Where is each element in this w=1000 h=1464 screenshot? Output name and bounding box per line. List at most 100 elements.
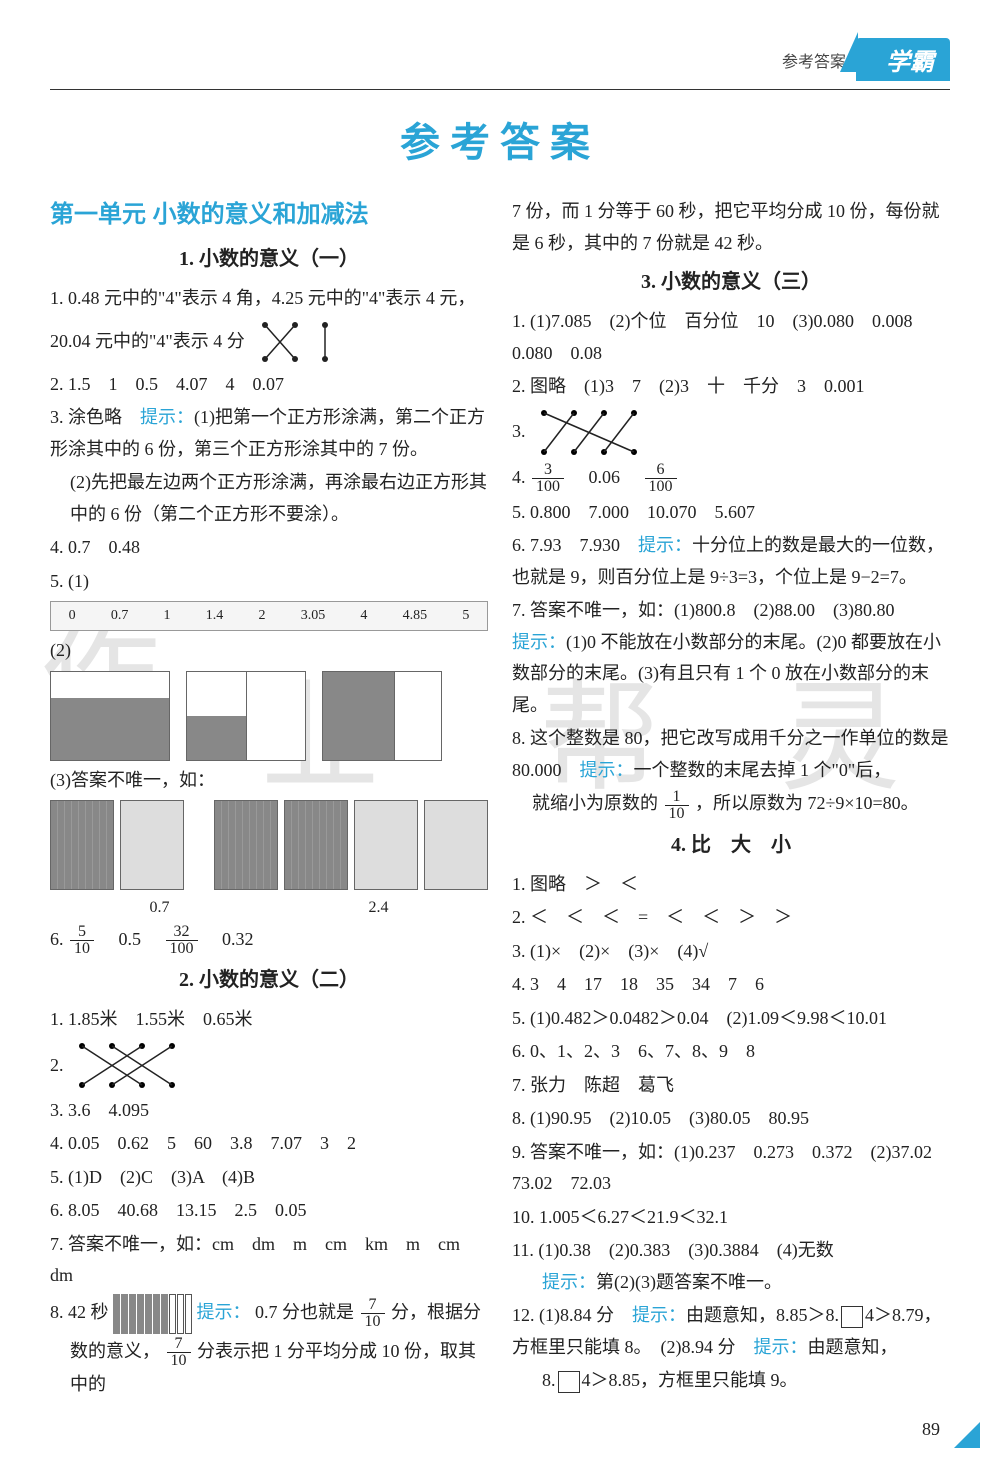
cross-connect-icon (534, 405, 644, 460)
page-title: 参考答案 (50, 110, 950, 168)
s3-q7: 7. 答案不唯一，如：(1)800.8 (2)88.00 (3)80.80 提示… (512, 595, 950, 721)
hint-label: 提示： (197, 1302, 251, 1322)
s2-q8d: 数的意义， (70, 1341, 160, 1361)
s2-q6: 6. 8.05 40.68 13.15 2.5 0.05 (50, 1195, 488, 1227)
q53-diagram (50, 800, 488, 890)
hint-label: 提示： (580, 760, 634, 780)
shade-box (354, 800, 418, 890)
shade-box (186, 671, 306, 761)
tick: 3.05 (301, 604, 326, 629)
hint-label: 提示： (632, 1305, 686, 1325)
right-cont: 7 份，而 1 分等于 60 秒，把它平均分成 10 份，每份就是 6 秒，其中… (512, 196, 950, 259)
s4-q10: 10. 1.005＜6.27＜21.9＜32.1 (512, 1202, 950, 1234)
blank-box-icon (558, 1371, 580, 1393)
hint-label: 提示： (140, 407, 194, 427)
s4-q8: 8. (1)90.95 (2)10.05 (3)80.05 80.95 (512, 1103, 950, 1135)
s1-q6-mid: 0.5 (101, 929, 160, 949)
s2-q8a: 8. 42 秒 (50, 1302, 109, 1322)
tick: 4 (360, 604, 367, 629)
header-ref: 参考答案 (782, 48, 846, 72)
s1-q6-pre: 6. (50, 929, 68, 949)
tick: 0.7 (111, 604, 129, 629)
frac-num: 7 (361, 1297, 385, 1314)
logo-xuebao: 学霸 (856, 38, 950, 81)
caption: 2.4 (369, 894, 389, 922)
frac-den: 100 (166, 941, 198, 957)
s4-q11b: 第(2)(3)题答案不唯一。 (596, 1272, 782, 1292)
s3-q8c: 就缩小为原数的 (532, 793, 658, 813)
tick: 1.4 (206, 604, 224, 629)
s2-q8b: 0.7 分也就是 (255, 1302, 354, 1322)
shade-diagram (50, 671, 488, 761)
s3-q7a: 7. 答案不唯一，如：(1)800.8 (2)88.00 (3)80.80 (512, 600, 894, 620)
s1-q1a: 1. 0.48 元中的"4"表示 4 角，4.25 元中的"4"表示 4 元， (50, 283, 488, 315)
s1-q1b-text: 20.04 元中的"4"表示 4 分 (50, 326, 245, 358)
s1-q3: 3. 涂色略 提示：(1)把第一个正方形涂满，第二个正方形涂其中的 6 份，第三… (50, 402, 488, 465)
s4-q12d: 由题意知， (808, 1337, 898, 1357)
frac-den: 100 (532, 479, 564, 495)
shade-box (284, 800, 348, 890)
shade-box (50, 671, 170, 761)
header: 参考答案 学霸 (50, 40, 950, 90)
s2-q8c: 分，根据分 (391, 1302, 481, 1322)
section-1-title: 1. 小数的意义（一） (50, 242, 488, 277)
fraction: 6100 (645, 462, 677, 495)
s4-q12a: 12. (1)8.84 分 (512, 1305, 632, 1325)
s4-q7: 7. 张力 陈超 葛飞 (512, 1070, 950, 1102)
s3-q8: 8. 这个整数是 80，把它改写成用千分之一作单位的数是 80.000 提示：一… (512, 723, 950, 786)
fraction: 3100 (532, 462, 564, 495)
s3-q8d: ，所以原数为 72÷9×10=80。 (695, 793, 919, 813)
fraction: 710 (167, 1336, 191, 1369)
s2-q4: 4. 0.05 0.62 5 60 3.8 7.07 3 2 (50, 1128, 488, 1160)
shade-box (214, 800, 278, 890)
s1-q5-1-label: 5. (1) (50, 571, 89, 591)
s1-q6-end: 0.32 (204, 929, 254, 949)
s4-q4: 4. 3 4 17 18 35 34 7 6 (512, 969, 950, 1001)
s3-q4a: 4. (512, 467, 530, 487)
s2-q5: 5. (1)D (2)C (3)A (4)B (50, 1162, 488, 1194)
s4-q6: 6. 0、1、2、3 6、7、8、9 8 (512, 1036, 950, 1068)
s2-q3: 3. 3.6 4.095 (50, 1095, 488, 1127)
s3-q4: 4. 3100 0.06 6100 (512, 462, 950, 495)
hint-label: 提示： (638, 535, 692, 555)
s2-q2-label: 2. (50, 1050, 64, 1082)
s1-q5-2: (2) (50, 635, 488, 761)
frac-den: 10 (665, 806, 689, 822)
hint-label: 提示： (754, 1337, 808, 1357)
frac-num: 6 (645, 462, 677, 479)
s4-q12: 12. (1)8.84 分 提示：由题意知，8.85＞8.4＞8.79，方框里只… (512, 1300, 950, 1363)
corner-decor-icon (954, 1422, 980, 1448)
s4-q12b: 由题意知，8.85＞8. (686, 1305, 839, 1325)
s2-q8: 8. 42 秒 提示： 0.7 分也就是 710 分，根据分 (50, 1294, 488, 1334)
shade-box (50, 800, 114, 890)
s1-q5-1: 5. (1) 0 0.7 1 1.4 2 3.05 4 4.85 5 (50, 566, 488, 632)
s3-q8-cont: 就缩小为原数的 110 ，所以原数为 72÷9×10=80。 (512, 788, 950, 821)
s2-q8-cont: 数的意义， 710 分表示把 1 分平均分成 10 份，取其中的 (50, 1336, 488, 1401)
s3-q5: 5. 0.800 7.000 10.070 5.607 (512, 497, 950, 529)
page-number: 89 (922, 1419, 940, 1440)
section-4-title: 4. 比 大 小 (512, 828, 950, 863)
section-3-title: 3. 小数的意义（三） (512, 265, 950, 300)
tick: 5 (462, 604, 469, 629)
left-column: 第一单元 小数的意义和加减法 1. 小数的意义（一） 1. 0.48 元中的"4… (50, 194, 488, 1403)
ruler-icon: 0 0.7 1 1.4 2 3.05 4 4.85 5 (50, 601, 488, 631)
blank-box-icon (841, 1306, 863, 1328)
s1-q3c: (2)先把最左边两个正方形涂满，再涂最右边正方形其中的 6 份（第二个正方形不要… (50, 467, 488, 530)
s3-q7b: (1)0 不能放在小数部分的末尾。(2)0 都要放在小数部分的末尾。(3)有且只… (512, 632, 941, 715)
tick: 1 (164, 604, 171, 629)
tick: 0 (69, 604, 76, 629)
s1-q1b: 20.04 元中的"4"表示 4 分 (50, 317, 488, 367)
s4-q1: 1. 图略 ＞ ＜ (512, 869, 950, 901)
tick: 4.85 (403, 604, 428, 629)
s4-q2: 2. ＜ ＜ ＜ = ＜ ＜ ＞ ＞ (512, 902, 950, 934)
s1-q5-3-label: (3)答案不唯一，如： (50, 765, 488, 797)
hint-label: 提示： (542, 1272, 596, 1292)
s3-q1: 1. (1)7.085 (2)个位 百分位 10 (3)0.080 0.008 … (512, 306, 950, 369)
s4-q5: 5. (1)0.482＞0.0482＞0.04 (2)1.09＜9.98＜10.… (512, 1003, 950, 1035)
s4-q12e: 8. (542, 1370, 556, 1390)
s4-q11a: 11. (1)0.38 (2)0.383 (3)0.3884 (4)无数 (512, 1240, 834, 1260)
shade-box (424, 800, 488, 890)
s2-q7: 7. 答案不唯一，如：cm dm m cm km m cm dm (50, 1229, 488, 1292)
bars-icon (113, 1294, 192, 1334)
cross-connect-icon (255, 317, 335, 367)
